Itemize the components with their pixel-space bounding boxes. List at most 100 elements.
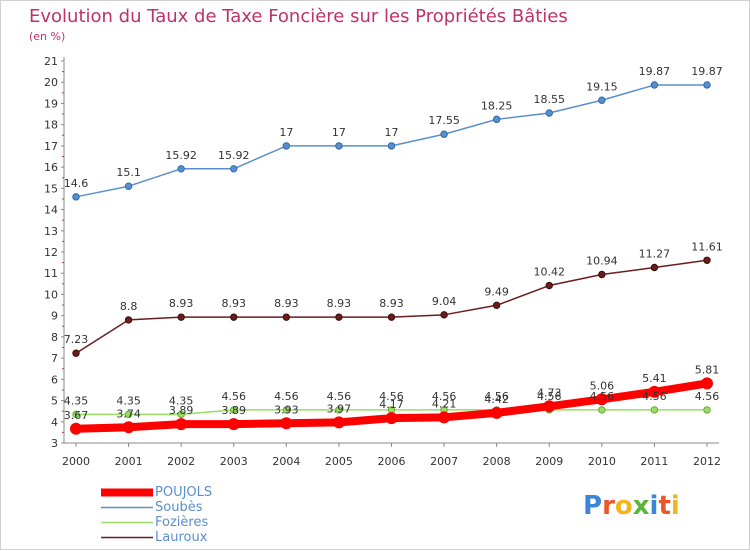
data-label: 19.87 xyxy=(691,65,723,78)
series-soubes xyxy=(72,81,711,201)
data-point xyxy=(332,416,345,429)
data-label: 18.25 xyxy=(481,99,513,112)
y-tick-label: 9 xyxy=(51,310,58,323)
x-tick-label: 2007 xyxy=(430,455,458,468)
x-tick-label: 2001 xyxy=(115,455,143,468)
y-tick-label: 10 xyxy=(44,288,58,301)
data-point xyxy=(650,263,659,272)
data-label: 8.93 xyxy=(169,297,194,310)
data-label: 17.55 xyxy=(428,114,460,127)
data-point xyxy=(72,349,80,357)
data-label: 4.56 xyxy=(537,390,562,403)
data-label: 8.93 xyxy=(222,297,247,310)
series-lauroux xyxy=(72,256,711,357)
data-label: 7.23 xyxy=(64,333,89,346)
legend-swatch-poujols xyxy=(101,488,153,497)
x-tick-label: 2000 xyxy=(62,455,90,468)
x-tick-label: 2010 xyxy=(588,455,616,468)
data-point xyxy=(124,182,133,190)
x-tick-label: 2009 xyxy=(535,455,563,468)
x-tick-label: 2006 xyxy=(378,455,406,468)
x-tick-label: 2004 xyxy=(272,455,300,468)
data-label: 4.35 xyxy=(116,394,141,407)
legend-swatch-soubes xyxy=(101,506,153,509)
data-point xyxy=(230,406,238,414)
data-point xyxy=(282,142,291,150)
data-point xyxy=(387,313,396,321)
y-tick-label: 14 xyxy=(44,204,58,217)
data-point xyxy=(440,311,448,319)
y-tick-label: 3 xyxy=(51,437,58,450)
data-point xyxy=(335,406,343,414)
y-tick-label: 13 xyxy=(44,225,58,238)
legend-item-soubes: Soubès xyxy=(101,500,212,515)
data-point xyxy=(230,313,238,321)
data-label: 4.56 xyxy=(432,390,457,403)
legend-item-fozieres: Fozières xyxy=(101,515,212,530)
y-tick-label: 5 xyxy=(51,395,58,408)
legend-item-lauroux: Lauroux xyxy=(101,530,212,545)
y-tick-label: 7 xyxy=(51,352,58,365)
y-tick-label: 6 xyxy=(51,373,58,386)
series-layer xyxy=(70,81,713,435)
data-point xyxy=(490,406,503,419)
data-label: 10.94 xyxy=(586,254,618,267)
legend-swatch-fozieres xyxy=(101,521,153,524)
y-tick-label: 11 xyxy=(44,267,58,280)
data-label: 8.93 xyxy=(379,297,404,310)
data-point xyxy=(72,410,80,419)
data-label: 3.89 xyxy=(222,404,247,417)
chart-title: Evolution du Taux de Taxe Foncière sur l… xyxy=(29,6,568,27)
data-label: 17 xyxy=(385,126,399,139)
data-point xyxy=(598,270,606,279)
data-point xyxy=(545,109,553,117)
y-tick-label: 12 xyxy=(44,246,58,259)
data-point xyxy=(650,81,659,89)
y-tick-label: 8 xyxy=(51,331,58,344)
logo-letter: P xyxy=(583,491,603,521)
logo-letter: r xyxy=(602,491,615,521)
legend-label-poujols: POUJOLS xyxy=(155,485,213,500)
data-label: 4.56 xyxy=(327,390,352,403)
y-tick-label: 16 xyxy=(44,161,58,174)
data-label: 4.56 xyxy=(484,390,509,403)
y-tick-label: 15 xyxy=(44,182,58,195)
logo-letter: i xyxy=(649,491,659,521)
data-label: 17 xyxy=(332,126,346,139)
data-label: 11.61 xyxy=(691,240,723,253)
data-label: 3.93 xyxy=(274,403,299,416)
data-label: 4.56 xyxy=(274,390,299,403)
data-point xyxy=(124,410,133,419)
data-point xyxy=(230,165,238,173)
data-label: 9.49 xyxy=(484,285,509,298)
data-point xyxy=(648,385,661,398)
data-label: 5.81 xyxy=(695,363,720,376)
data-label: 11.27 xyxy=(639,247,671,260)
data-point xyxy=(492,301,501,309)
data-point xyxy=(440,130,448,138)
data-label: 15.92 xyxy=(165,149,197,162)
logo-letter: o xyxy=(614,491,633,521)
legend-item-poujols: POUJOLS xyxy=(101,485,212,500)
data-point xyxy=(438,411,451,424)
data-point xyxy=(387,142,396,150)
data-label: 19.87 xyxy=(639,65,671,78)
data-point xyxy=(70,422,82,435)
data-point xyxy=(543,400,556,413)
legend-label-lauroux: Lauroux xyxy=(155,530,208,545)
data-label: 3.89 xyxy=(169,404,194,417)
data-point xyxy=(122,421,135,434)
data-point xyxy=(703,256,711,264)
data-label: 4.21 xyxy=(432,397,457,410)
logo-letter: i xyxy=(670,491,680,521)
y-tick-label: 20 xyxy=(44,76,58,89)
data-point xyxy=(175,418,188,431)
data-label: 18.55 xyxy=(534,93,566,106)
data-label: 3.74 xyxy=(116,407,141,420)
data-label: 3.97 xyxy=(327,402,352,415)
data-label: 14.6 xyxy=(64,177,89,190)
data-label: 4.56 xyxy=(222,390,247,403)
data-point xyxy=(703,406,711,414)
x-tick-label: 2002 xyxy=(167,455,195,468)
